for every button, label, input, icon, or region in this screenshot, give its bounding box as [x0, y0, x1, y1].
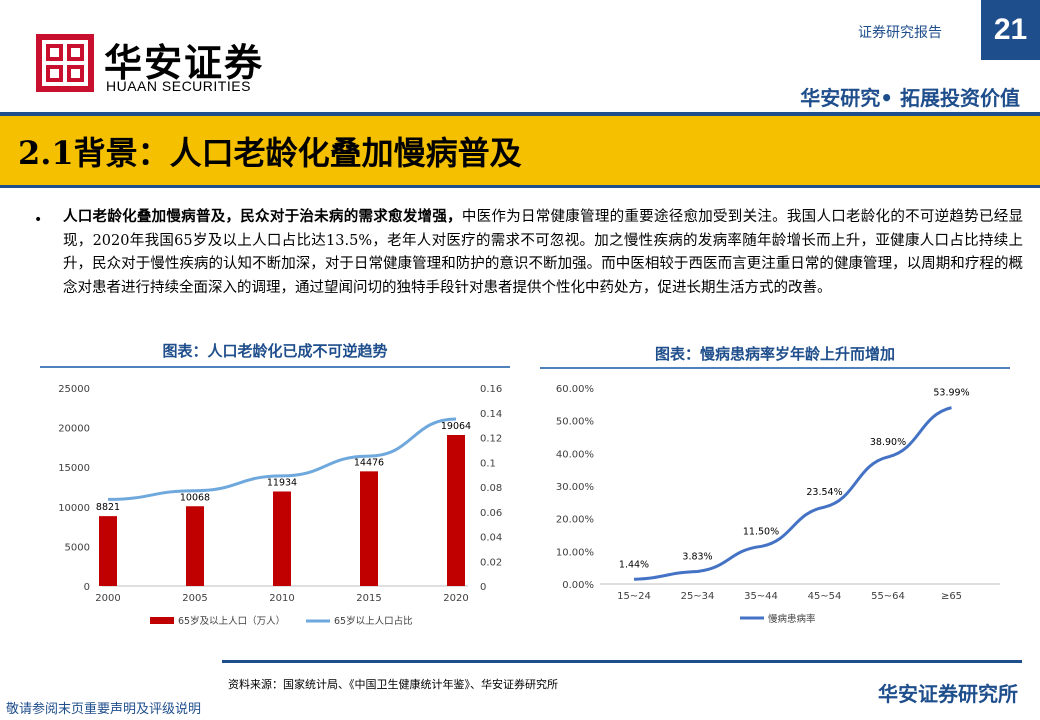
chart-1-bar-label: 14476 [354, 457, 384, 468]
chart-1-x-tick: 2000 [95, 593, 120, 604]
company-logo [36, 34, 94, 92]
body-text: 中医作为日常健康管理的重要途径愈加受到关注。我国人口老龄化的不可逆趋势已经显现，… [63, 209, 1024, 296]
chart-2-x-tick: 35~44 [744, 591, 778, 602]
chart-1-legend-label-bar: 65岁及以上人口（万人） [178, 615, 285, 627]
chart-1-y-left-tick: 15000 [58, 463, 90, 474]
chart-2-y-tick: 60.00% [556, 384, 594, 395]
chart-2-y-tick: 20.00% [556, 515, 594, 526]
chart-2-y-tick: 40.00% [556, 449, 594, 460]
chart-1-bar-label: 11934 [267, 477, 297, 488]
chart-1-bar-label: 10068 [180, 492, 210, 503]
chart-2-legend-label: 慢病患病率 [768, 613, 816, 625]
data-source: 资料来源：国家统计局、《中国卫生健康统计年鉴》、华安证券研究所 [228, 678, 558, 691]
chart-1-bar [273, 491, 291, 586]
report-type: 证券研究报告 [858, 25, 942, 41]
chart-1-y-left-tick: 20000 [58, 424, 90, 435]
brand-name-en: HUAAN SECURITIES [106, 78, 251, 94]
page-number: 21 [981, 0, 1040, 60]
chart-2-title-rule [540, 367, 1010, 369]
chart-1-bar [186, 506, 204, 586]
header-tagline: 华安研究• 拓展投资价值 [800, 86, 1020, 110]
header-divider [0, 112, 1040, 116]
chart-2-x-tick: 15~24 [617, 591, 651, 602]
body-bold-lead: 人口老龄化叠加慢病普及，民众对于治未病的需求愈发增强， [63, 208, 462, 225]
chart-1-bar [447, 435, 465, 586]
chart-1-bar [99, 516, 117, 586]
chart-2-data-label: 23.54% [806, 487, 842, 498]
chart-1-y-left-tick: 25000 [58, 384, 90, 395]
chart-1-y-right-tick: 0 [480, 582, 486, 593]
chart-2-data-label: 38.90% [870, 437, 906, 448]
chart-2-x-tick: 25~34 [681, 591, 715, 602]
chart-2-x-tick: 45~54 [808, 591, 842, 602]
chart-1-y-left-tick: 10000 [58, 503, 90, 514]
chart-1-x-tick: 2005 [182, 593, 207, 604]
chart-1-x-tick: 2010 [269, 593, 294, 604]
chart-2-x-tick: ≥65 [941, 591, 962, 602]
chart-1-bar-label: 8821 [96, 502, 120, 513]
source-divider [222, 660, 1022, 663]
chart-1-y-left-tick: 5000 [65, 542, 90, 553]
chart-1-title-rule [40, 366, 510, 368]
chart-2-y-tick: 50.00% [556, 417, 594, 428]
chart-2-y-tick: 30.00% [556, 482, 594, 493]
chart-2-data-label: 1.44% [619, 559, 649, 570]
chart-1-y-right-tick: 0.1 [480, 458, 496, 469]
disclaimer-link[interactable]: 敬请参阅末页重要声明及评级说明 [6, 702, 202, 717]
chart-1-x-tick: 2020 [443, 593, 468, 604]
chart-1-y-right-tick: 0.02 [480, 557, 502, 568]
chart-1-y-right-tick: 0.06 [480, 508, 502, 519]
chart-2-data-label: 3.83% [682, 551, 712, 562]
chart-2-y-tick: 0.00% [562, 580, 594, 591]
footer-brand: 华安证券研究所 [878, 682, 1018, 706]
chart-2-x-tick: 55~64 [871, 591, 905, 602]
chart-1-bar [360, 471, 378, 586]
chart-2-data-label: 11.50% [743, 526, 779, 537]
aging-population-chart: 0 5000 10000 15000 20000 25000 0 0.02 0.04 0.06 0.… [58, 384, 502, 627]
body-paragraph: 人口老龄化叠加慢病普及，民众对于治未病的需求愈发增强，中医作为日常健康管理的重要… [63, 205, 1023, 300]
chart-1-y-right-tick: 0.14 [480, 409, 502, 420]
chart-1-y-right-tick: 0.12 [480, 434, 502, 445]
chart-1-bar-label: 19064 [441, 421, 471, 432]
chart-1-legend-swatch-bar [150, 617, 174, 624]
chart-1-y-right-tick: 0.08 [480, 483, 502, 494]
section-title: 2.1背景：人口老龄化叠加慢病普及 [18, 134, 522, 172]
chart-1-y-right-tick: 0.16 [480, 384, 502, 395]
section-title-bar: 2.1背景：人口老龄化叠加慢病普及 [0, 116, 1040, 188]
brand-name-cn: 华安证券 [104, 40, 265, 85]
chronic-disease-rate-chart: 0.00% 10.00% 20.00% 30.00% 40.00% 50.00% 60.00… [556, 384, 1000, 625]
chart-1-y-right-tick: 0.04 [480, 533, 502, 544]
chart-1-y-left-tick: 0 [84, 582, 90, 593]
bullet-marker: • [34, 212, 43, 228]
chart-2-y-tick: 10.00% [556, 547, 594, 558]
chart-2-prevalence-line [633, 406, 952, 581]
chart-2-title: 图表：慢病患病率岁年龄上升而增加 [654, 345, 895, 363]
chart-2-data-label: 53.99% [933, 388, 969, 399]
chart-1-ratio-line [107, 417, 457, 501]
chart-1-legend-label-line: 65岁以上人口占比 [334, 615, 413, 627]
chart-1-title: 图表：人口老龄化已成不可逆趋势 [162, 342, 388, 360]
chart-1-x-tick: 2015 [356, 593, 381, 604]
